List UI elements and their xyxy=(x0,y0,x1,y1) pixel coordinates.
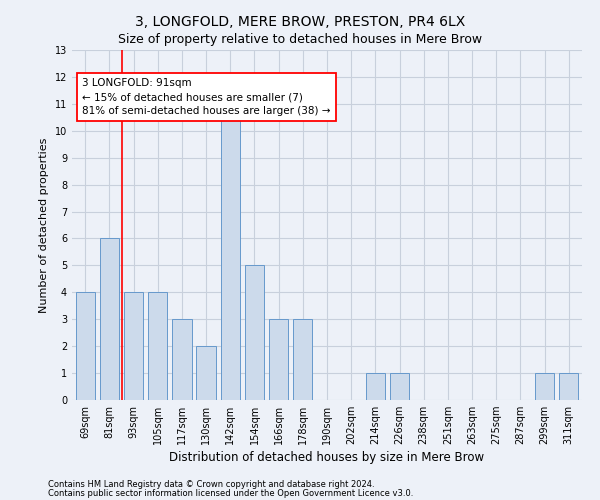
Text: Contains HM Land Registry data © Crown copyright and database right 2024.: Contains HM Land Registry data © Crown c… xyxy=(48,480,374,489)
Bar xyxy=(221,104,240,400)
Bar xyxy=(124,292,143,400)
Bar xyxy=(172,319,191,400)
Bar xyxy=(559,373,578,400)
Bar xyxy=(196,346,216,400)
Bar xyxy=(293,319,313,400)
X-axis label: Distribution of detached houses by size in Mere Brow: Distribution of detached houses by size … xyxy=(169,452,485,464)
Bar xyxy=(100,238,119,400)
Bar xyxy=(365,373,385,400)
Bar xyxy=(269,319,289,400)
Bar xyxy=(390,373,409,400)
Bar xyxy=(535,373,554,400)
Text: Size of property relative to detached houses in Mere Brow: Size of property relative to detached ho… xyxy=(118,32,482,46)
Text: Contains public sector information licensed under the Open Government Licence v3: Contains public sector information licen… xyxy=(48,488,413,498)
Bar xyxy=(245,266,264,400)
Text: 3 LONGFOLD: 91sqm
← 15% of detached houses are smaller (7)
81% of semi-detached : 3 LONGFOLD: 91sqm ← 15% of detached hous… xyxy=(82,78,331,116)
Bar xyxy=(76,292,95,400)
Y-axis label: Number of detached properties: Number of detached properties xyxy=(39,138,49,312)
Bar xyxy=(148,292,167,400)
Text: 3, LONGFOLD, MERE BROW, PRESTON, PR4 6LX: 3, LONGFOLD, MERE BROW, PRESTON, PR4 6LX xyxy=(135,15,465,29)
